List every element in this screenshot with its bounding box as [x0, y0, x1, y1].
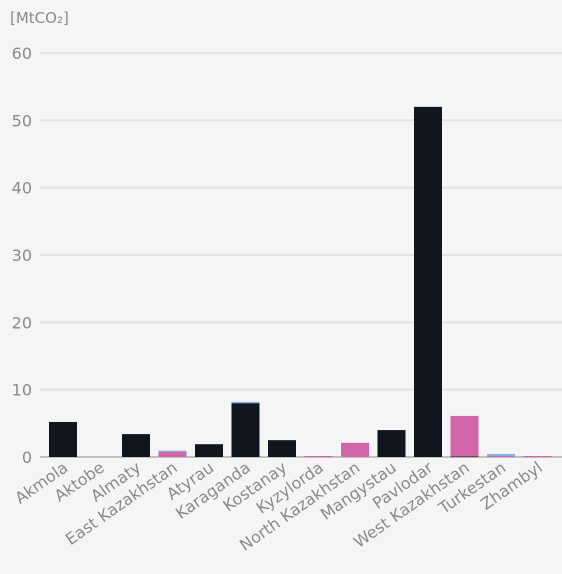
bar [195, 444, 223, 457]
y-tick-label: 60 [12, 44, 32, 63]
bar [450, 415, 479, 457]
bar [231, 403, 260, 457]
y-tick-label: 40 [12, 179, 32, 198]
y-unit-label: [MtCO₂] [10, 9, 69, 27]
bar [523, 455, 552, 457]
y-axis-ticks: 0 10 20 30 40 50 60 [12, 44, 32, 467]
bar [231, 401, 260, 404]
y-tick-label: 10 [12, 381, 32, 400]
bar [450, 456, 479, 458]
y-tick-label: 50 [12, 111, 32, 130]
bar [414, 106, 442, 457]
bar [122, 434, 150, 457]
bar [377, 430, 406, 457]
gridlines [40, 52, 562, 458]
y-tick-label: 20 [12, 313, 32, 332]
bars [49, 106, 552, 458]
bar [487, 453, 515, 456]
y-tick-label: 30 [12, 246, 32, 265]
bar [487, 455, 515, 457]
y-tick-label: 0 [22, 448, 32, 467]
bar [304, 455, 333, 457]
bar [49, 421, 77, 457]
bar [268, 440, 296, 457]
bar [158, 451, 187, 457]
bar [341, 442, 369, 457]
bar [158, 450, 187, 452]
